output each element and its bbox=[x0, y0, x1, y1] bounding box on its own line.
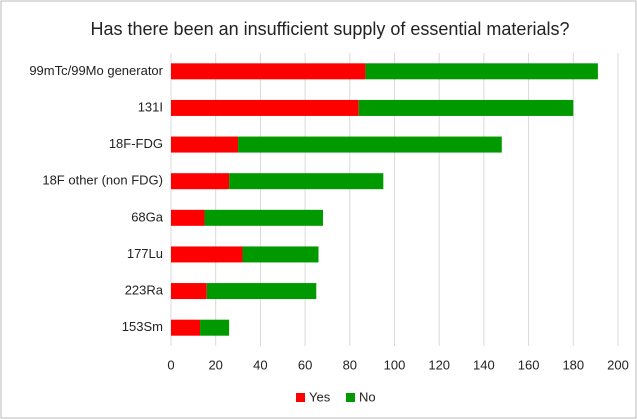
bar-segment bbox=[200, 319, 230, 336]
legend-swatch bbox=[346, 393, 355, 402]
bar-segment bbox=[171, 319, 201, 336]
x-tick-label: 0 bbox=[167, 357, 174, 372]
y-tick-label: 153Sm bbox=[122, 319, 163, 334]
x-tick-label: 200 bbox=[607, 357, 629, 372]
bar-segment bbox=[171, 99, 359, 116]
x-tick-label: 100 bbox=[384, 357, 406, 372]
bar-segment bbox=[171, 173, 230, 190]
x-tick-label: 40 bbox=[253, 357, 267, 372]
bar-segment bbox=[206, 283, 317, 300]
bar-segment bbox=[171, 136, 239, 153]
y-tick-label: 131I bbox=[138, 99, 163, 114]
bar-segment bbox=[229, 173, 384, 190]
y-tick-label: 18F other (non FDG) bbox=[42, 173, 163, 188]
x-tick-label: 160 bbox=[518, 357, 540, 372]
x-tick-label: 20 bbox=[208, 357, 222, 372]
y-tick-label: 223Ra bbox=[125, 283, 164, 298]
bar-segment bbox=[204, 209, 323, 226]
bar-segment bbox=[171, 209, 205, 226]
bar-segment bbox=[365, 63, 598, 80]
bar-segment bbox=[171, 63, 366, 80]
y-tick-label: 177Lu bbox=[127, 246, 163, 261]
y-tick-label: 68Ga bbox=[131, 209, 164, 224]
y-tick-label: 99mTc/99Mo generator bbox=[29, 63, 163, 78]
legend-label: No bbox=[359, 389, 376, 404]
bar-segment bbox=[358, 99, 574, 116]
y-tick-label: 18F-FDG bbox=[109, 136, 163, 151]
x-tick-label: 140 bbox=[473, 357, 495, 372]
bar-segment bbox=[171, 246, 243, 263]
bar-segment bbox=[238, 136, 502, 153]
x-tick-label: 60 bbox=[298, 357, 312, 372]
legend-swatch bbox=[296, 393, 305, 402]
bar-segment bbox=[242, 246, 319, 263]
x-tick-label: 80 bbox=[343, 357, 357, 372]
chart-title: Has there been an insufficient supply of… bbox=[91, 19, 570, 39]
x-tick-label: 180 bbox=[562, 357, 584, 372]
bar-segment bbox=[171, 283, 207, 300]
legend-label: Yes bbox=[309, 389, 331, 404]
x-tick-label: 120 bbox=[428, 357, 450, 372]
